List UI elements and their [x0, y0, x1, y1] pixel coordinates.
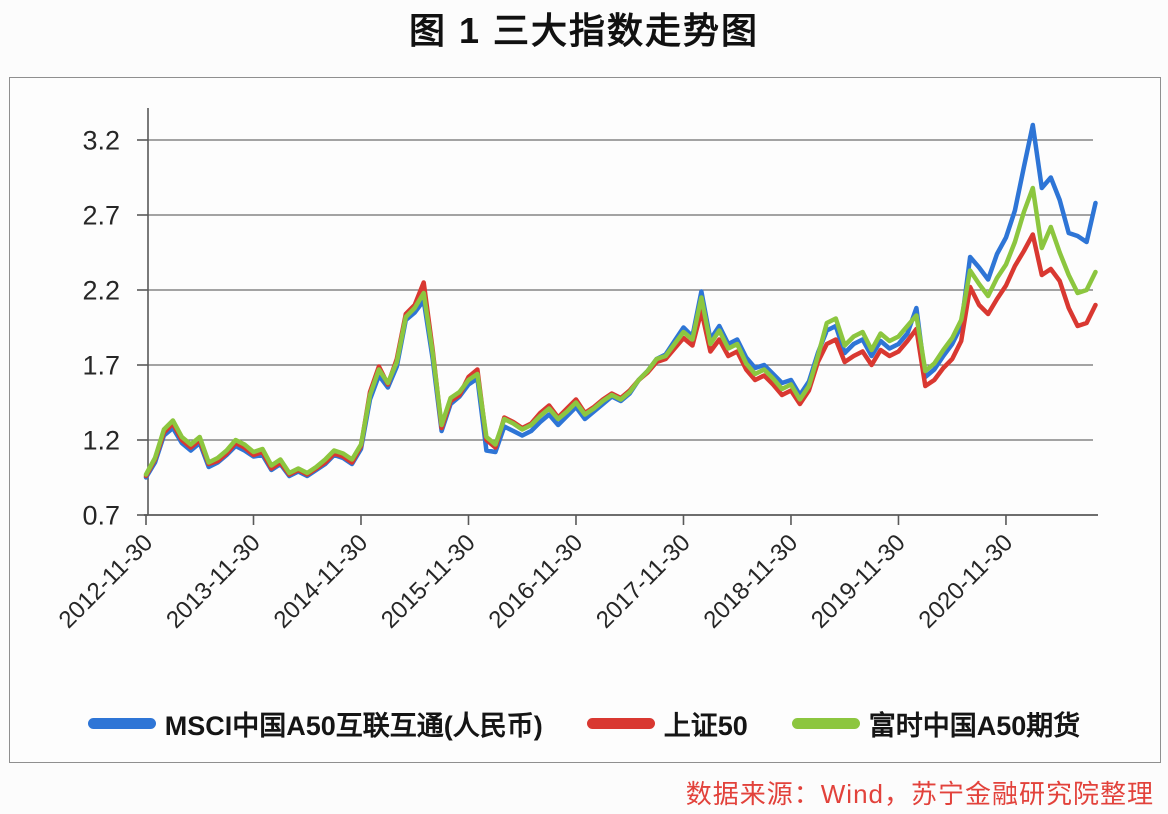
series-line-2: [143, 185, 1098, 477]
x-tick-label: 2015-11-30: [376, 529, 481, 634]
y-tick-label: 1.2: [82, 425, 120, 455]
legend-item-msci: MSCI中国A50互联互通(人民币): [87, 704, 543, 743]
x-tick-label: 2016-11-30: [484, 529, 589, 634]
y-tick-label: 2.7: [82, 200, 120, 230]
x-tick-label: 2013-11-30: [161, 529, 266, 634]
x-tick-label: 2012-11-30: [54, 529, 159, 634]
sse50-line-swatch: [586, 717, 655, 729]
x-tick-label: 2017-11-30: [591, 529, 696, 634]
msci-line-swatch: [87, 717, 156, 729]
legend-label-sse50: 上证50: [663, 710, 748, 741]
y-tick-label: 0.7: [82, 500, 120, 530]
ftse-a50-line-swatch: [791, 717, 860, 729]
x-tick-label: 2018-11-30: [699, 529, 804, 634]
legend-item-ftse-a50: 富时中国A50期货: [791, 704, 1081, 743]
legend-item-sse50: 上证50: [586, 704, 748, 743]
series-line-0: [143, 122, 1098, 480]
legend-label-ftse-a50: 富时中国A50期货: [868, 710, 1081, 741]
chart-legend: MSCI中国A50互联互通(人民币) 上证50 富时中国A50期货: [0, 697, 1168, 749]
chart-title: 图 1 三大指数走势图: [408, 10, 760, 51]
x-tick-label: 2014-11-30: [269, 529, 374, 634]
x-tick-label: 2019-11-30: [806, 529, 911, 634]
legend-label-msci: MSCI中国A50互联互通(人民币): [164, 710, 543, 741]
y-tick-label: 3.2: [82, 125, 120, 155]
x-tick-label: 2020-11-30: [914, 529, 1019, 634]
y-tick-label: 2.2: [82, 275, 120, 305]
y-tick-label: 1.7: [82, 350, 120, 380]
data-source-note: 数据来源：Wind，苏宁金融研究院整理: [685, 779, 1154, 809]
